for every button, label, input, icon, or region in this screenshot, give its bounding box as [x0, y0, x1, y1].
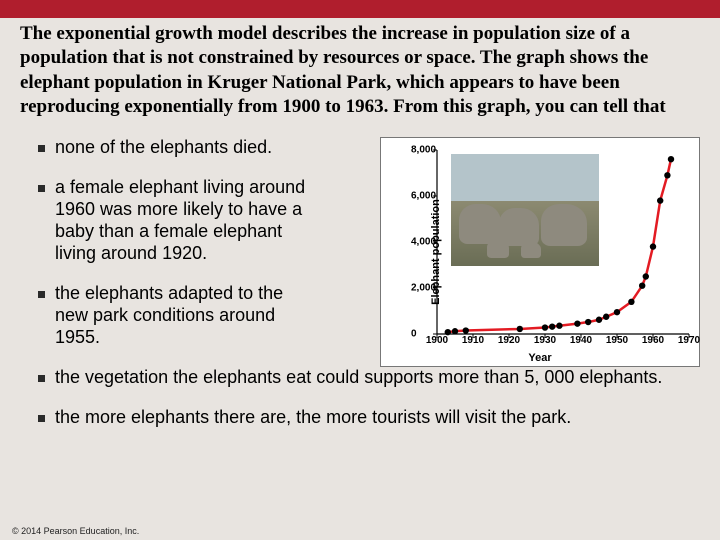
xtick-label: 1920: [498, 335, 520, 346]
chart-xlabel: Year: [528, 352, 551, 364]
ytick-label: 8,000: [411, 145, 436, 156]
option-text: the elephants adapted to the new park co…: [55, 283, 320, 349]
bullet-icon: [38, 415, 45, 422]
option-text: the more elephants there are, the more t…: [55, 407, 571, 429]
ytick-label: 2,000: [411, 283, 436, 294]
bullet-icon: [38, 145, 45, 152]
slide-content: The exponential growth model describes t…: [0, 18, 720, 435]
option-item: none of the elephants died.: [20, 137, 320, 159]
ytick-label: 0: [411, 329, 417, 340]
option-item: the elephants adapted to the new park co…: [20, 283, 320, 349]
bullet-icon: [38, 375, 45, 382]
option-text: none of the elephants died.: [55, 137, 272, 159]
body-row: none of the elephants died. a female ele…: [20, 137, 700, 367]
xtick-label: 1910: [462, 335, 484, 346]
xtick-label: 1940: [570, 335, 592, 346]
xtick-label: 1930: [534, 335, 556, 346]
chart-svg: [437, 150, 689, 334]
option-text: a female elephant living around 1960 was…: [55, 177, 320, 265]
header-bar: [0, 0, 720, 18]
option-item: a female elephant living around 1960 was…: [20, 177, 320, 265]
xtick-label: 1900: [426, 335, 448, 346]
ytick-label: 6,000: [411, 191, 436, 202]
option-item: the vegetation the elephants eat could s…: [20, 367, 680, 389]
options-left: none of the elephants died. a female ele…: [20, 137, 362, 367]
question-text: The exponential growth model describes t…: [20, 22, 700, 119]
xtick-label: 1960: [642, 335, 664, 346]
option-item: the more elephants there are, the more t…: [20, 407, 680, 429]
bullet-icon: [38, 185, 45, 192]
copyright-text: © 2014 Pearson Education, Inc.: [12, 526, 139, 536]
population-chart: Elephant population Year 02,0004,0006,00…: [380, 137, 700, 367]
xtick-label: 1950: [606, 335, 628, 346]
option-text: the vegetation the elephants eat could s…: [55, 367, 662, 389]
bullet-icon: [38, 291, 45, 298]
xtick-label: 1970: [678, 335, 700, 346]
options-bottom: the vegetation the elephants eat could s…: [20, 367, 700, 429]
ytick-label: 4,000: [411, 237, 436, 248]
